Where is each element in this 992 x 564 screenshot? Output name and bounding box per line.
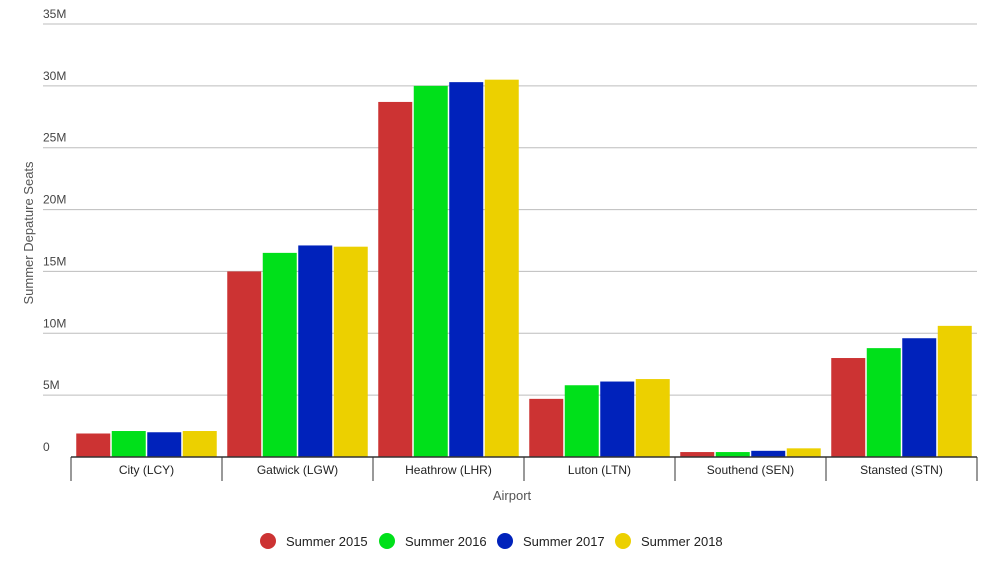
legend-label: Summer 2016 — [405, 534, 487, 549]
x-axis: City (LCY) Gatwick (LGW) Heathrow (LHR) Lut… — [70, 456, 978, 481]
y-tick-label: 30M — [43, 69, 66, 83]
bar — [378, 101, 413, 457]
y-tick-label: 0 — [43, 440, 50, 454]
bar — [902, 338, 937, 457]
legend-label: Summer 2017 — [523, 534, 605, 549]
x-tick-label: Stansted (STN) — [860, 463, 943, 477]
bar — [111, 431, 146, 457]
legend: Summer 2015 Summer 2016 Summer 2017 Summer … — [260, 533, 723, 549]
x-axis-title: Airport — [493, 488, 532, 503]
legend-swatch — [379, 533, 395, 549]
y-tick-label: 25M — [43, 131, 66, 145]
y-axis-title: Summer Depature Seats — [21, 161, 36, 305]
bar — [564, 385, 599, 457]
y-tick-label: 5M — [43, 378, 60, 392]
legend-swatch — [260, 533, 276, 549]
bar — [751, 450, 786, 457]
x-tick-label: Heathrow (LHR) — [405, 463, 492, 477]
legend-label: Summer 2018 — [641, 534, 723, 549]
bar — [866, 348, 901, 457]
legend-swatch — [615, 533, 631, 549]
y-tick-label: 20M — [43, 193, 66, 207]
bar — [786, 448, 821, 457]
bar — [449, 82, 484, 457]
x-tick-label: Luton (LTN) — [568, 463, 631, 477]
bar — [182, 431, 217, 457]
x-tick-label: Gatwick (LGW) — [257, 463, 338, 477]
bar — [333, 246, 368, 457]
y-axis-ticks: 0 5M 10M 15M 20M 25M 30M 35M — [43, 7, 66, 454]
bar-series-group — [76, 79, 972, 458]
y-tick-label: 35M — [43, 7, 66, 21]
bar — [227, 271, 262, 457]
bar — [715, 452, 750, 457]
legend-swatch — [497, 533, 513, 549]
bar — [262, 252, 297, 457]
legend-label: Summer 2015 — [286, 534, 368, 549]
y-tick-label: 10M — [43, 316, 66, 330]
x-tick-label: Southend (SEN) — [707, 463, 794, 477]
bar — [413, 85, 448, 457]
bar — [937, 325, 972, 457]
bar — [147, 432, 182, 457]
bar — [484, 79, 519, 458]
bar — [635, 379, 670, 457]
bar — [76, 433, 111, 457]
bar — [298, 245, 333, 457]
bar — [831, 358, 866, 457]
bar — [600, 381, 635, 457]
x-tick-label: City (LCY) — [119, 463, 174, 477]
bar — [529, 398, 564, 457]
y-tick-label: 15M — [43, 254, 66, 268]
bar — [680, 452, 715, 457]
